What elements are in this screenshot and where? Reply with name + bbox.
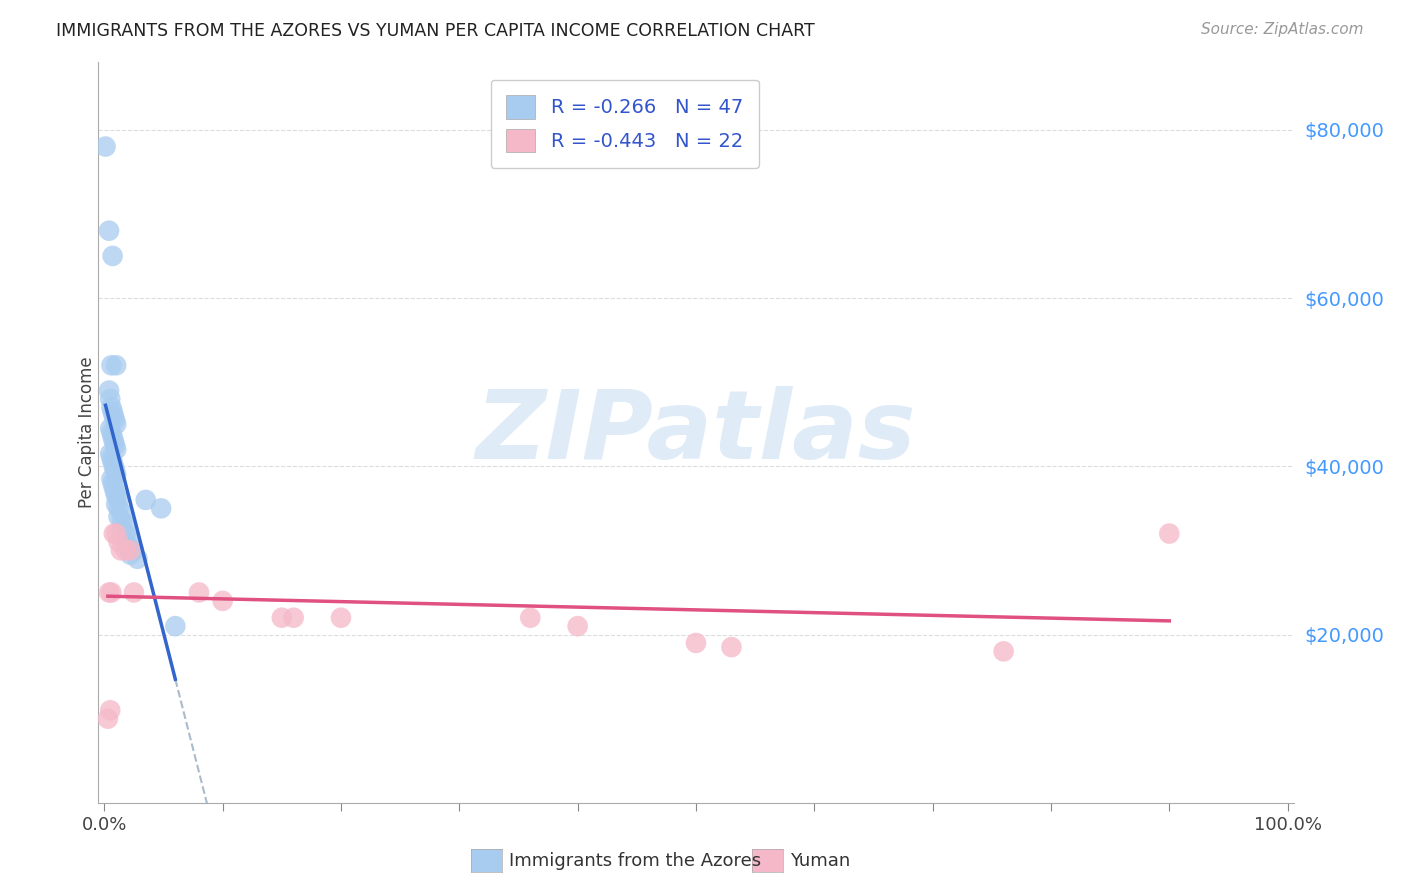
Point [114, 543, 136, 558]
Point [104, 463, 127, 477]
Text: ZIPatlas: ZIPatlas [475, 386, 917, 479]
Point [103, 480, 125, 494]
Point [101, 249, 124, 263]
Point [98, 703, 121, 717]
Point [98, 224, 121, 238]
Point [98, 585, 121, 599]
Point [114, 535, 136, 549]
Text: Source: ZipAtlas.com: Source: ZipAtlas.com [1201, 22, 1364, 37]
Point [104, 438, 127, 452]
Point [720, 640, 742, 655]
Point [103, 459, 125, 474]
Point [105, 359, 128, 373]
Text: Immigrants from the Azores: Immigrants from the Azores [509, 852, 761, 870]
Point [120, 548, 142, 562]
Point [100, 359, 122, 373]
Point [103, 526, 125, 541]
Point [107, 535, 129, 549]
Point [270, 610, 292, 624]
Point [98, 392, 121, 406]
Point [101, 455, 124, 469]
Point [111, 522, 134, 536]
Point [101, 476, 124, 491]
Point [98, 447, 121, 461]
Point [98, 384, 121, 398]
Point [111, 506, 134, 520]
Point [105, 442, 128, 457]
Point [97, 712, 120, 726]
Point [105, 417, 128, 432]
Point [114, 518, 136, 533]
Text: Yuman: Yuman [790, 852, 851, 870]
Point [101, 404, 124, 418]
Point [100, 401, 122, 415]
Point [105, 497, 128, 511]
Point [94, 139, 117, 153]
Point [100, 472, 122, 486]
Y-axis label: Per Capita Income: Per Capita Income [79, 357, 96, 508]
Point [114, 526, 136, 541]
Point [165, 619, 187, 633]
Point [110, 543, 132, 558]
Point [100, 585, 122, 599]
Point [107, 501, 129, 516]
Point [100, 450, 122, 465]
Point [330, 610, 353, 624]
Point [105, 467, 128, 482]
Point [103, 409, 125, 423]
Point [211, 594, 233, 608]
Point [107, 492, 129, 507]
Point [283, 610, 305, 624]
Point [188, 585, 211, 599]
Legend: R = -0.266   N = 47, R = -0.443   N = 22: R = -0.266 N = 47, R = -0.443 N = 22 [491, 79, 759, 168]
Point [104, 484, 127, 499]
Point [111, 514, 134, 528]
Point [993, 644, 1015, 658]
Point [107, 509, 129, 524]
Point [100, 425, 122, 440]
Point [1159, 526, 1181, 541]
Point [103, 434, 125, 448]
Point [127, 551, 149, 566]
Point [122, 585, 145, 599]
Point [685, 636, 707, 650]
Point [105, 526, 128, 541]
Point [117, 539, 139, 553]
Point [150, 501, 173, 516]
Point [120, 543, 142, 558]
Point [117, 531, 139, 545]
Point [104, 413, 127, 427]
Point [105, 489, 128, 503]
Point [519, 610, 541, 624]
Point [101, 430, 124, 444]
Point [135, 492, 157, 507]
Point [567, 619, 589, 633]
Text: IMMIGRANTS FROM THE AZORES VS YUMAN PER CAPITA INCOME CORRELATION CHART: IMMIGRANTS FROM THE AZORES VS YUMAN PER … [56, 22, 815, 40]
Point [98, 421, 121, 435]
Point [122, 543, 145, 558]
